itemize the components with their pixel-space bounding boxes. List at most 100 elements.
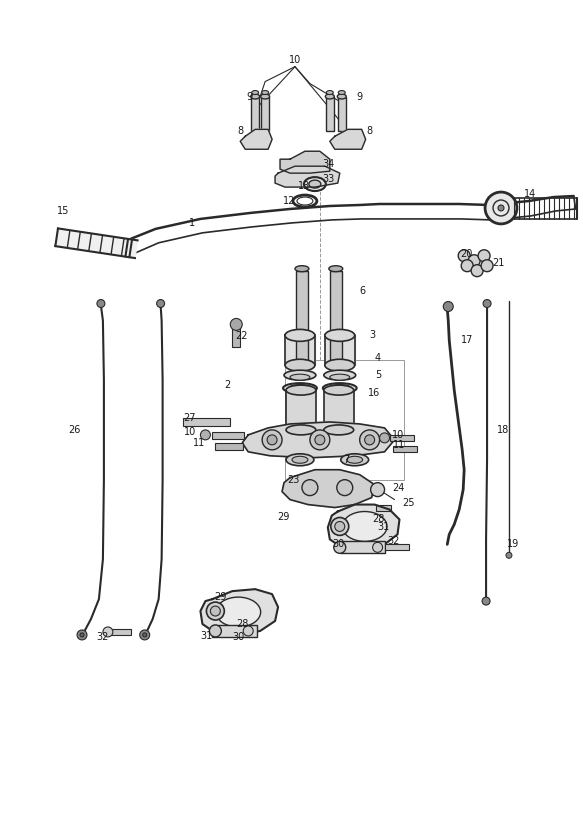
Ellipse shape <box>283 383 317 393</box>
Ellipse shape <box>338 91 345 95</box>
Bar <box>286 390 316 430</box>
Polygon shape <box>55 228 138 258</box>
Text: 10: 10 <box>184 427 196 437</box>
Circle shape <box>206 602 224 620</box>
Polygon shape <box>328 504 399 550</box>
Ellipse shape <box>472 266 482 275</box>
Circle shape <box>267 435 277 445</box>
Circle shape <box>461 260 473 272</box>
Bar <box>326 96 334 131</box>
Ellipse shape <box>292 456 308 463</box>
Ellipse shape <box>286 454 314 466</box>
Circle shape <box>498 205 504 211</box>
Bar <box>212 432 244 439</box>
Ellipse shape <box>330 374 350 380</box>
Bar <box>106 629 131 635</box>
Text: 28: 28 <box>373 514 385 525</box>
Bar <box>338 96 346 131</box>
Circle shape <box>97 300 105 307</box>
Text: 30: 30 <box>332 540 345 550</box>
Ellipse shape <box>373 542 382 552</box>
Text: 32: 32 <box>97 632 109 642</box>
Ellipse shape <box>285 330 315 341</box>
Text: 25: 25 <box>402 498 415 508</box>
Ellipse shape <box>462 261 472 270</box>
Circle shape <box>157 300 164 307</box>
Circle shape <box>471 265 483 277</box>
Circle shape <box>143 633 147 637</box>
Bar <box>389 435 415 441</box>
Circle shape <box>201 430 210 440</box>
Circle shape <box>506 552 512 559</box>
Circle shape <box>482 597 490 605</box>
Text: 34: 34 <box>322 159 335 169</box>
Text: 20: 20 <box>460 249 472 259</box>
Ellipse shape <box>326 91 333 95</box>
Polygon shape <box>201 589 278 635</box>
Circle shape <box>80 633 84 637</box>
Text: 6: 6 <box>360 286 366 296</box>
Polygon shape <box>242 422 395 458</box>
Text: 29: 29 <box>214 592 226 602</box>
Bar <box>375 504 391 511</box>
Text: 21: 21 <box>492 258 504 268</box>
Bar <box>340 541 385 554</box>
Text: 18: 18 <box>497 425 510 435</box>
Ellipse shape <box>324 425 354 435</box>
Ellipse shape <box>103 627 113 637</box>
Ellipse shape <box>334 541 346 554</box>
Polygon shape <box>325 335 354 365</box>
Ellipse shape <box>304 177 326 191</box>
Ellipse shape <box>324 370 356 380</box>
Text: 7: 7 <box>343 455 350 465</box>
Text: 4: 4 <box>375 353 381 363</box>
Circle shape <box>77 630 87 640</box>
Ellipse shape <box>329 385 351 391</box>
Ellipse shape <box>251 94 259 99</box>
Text: 17: 17 <box>461 335 473 345</box>
Ellipse shape <box>216 597 261 627</box>
Text: 24: 24 <box>392 483 405 493</box>
Ellipse shape <box>482 261 492 270</box>
Circle shape <box>380 433 389 442</box>
Text: 8: 8 <box>367 126 373 136</box>
Ellipse shape <box>261 94 269 99</box>
Ellipse shape <box>295 265 309 272</box>
Ellipse shape <box>323 383 357 393</box>
Text: 3: 3 <box>370 330 376 340</box>
Polygon shape <box>280 152 330 173</box>
Text: 9: 9 <box>246 91 252 101</box>
Ellipse shape <box>262 91 269 95</box>
Bar <box>296 270 308 360</box>
Text: 19: 19 <box>507 540 519 550</box>
Text: 28: 28 <box>236 619 248 629</box>
Text: 9: 9 <box>357 91 363 101</box>
Ellipse shape <box>284 370 316 380</box>
Circle shape <box>364 435 375 445</box>
Text: 10: 10 <box>289 54 301 65</box>
Ellipse shape <box>289 385 311 391</box>
Text: 27: 27 <box>183 413 195 423</box>
Text: 16: 16 <box>368 388 380 398</box>
Text: 10: 10 <box>392 430 404 440</box>
Polygon shape <box>285 335 315 365</box>
Ellipse shape <box>285 359 315 371</box>
Ellipse shape <box>324 385 354 395</box>
Bar <box>330 270 342 360</box>
Bar <box>392 446 417 452</box>
Circle shape <box>262 430 282 450</box>
Circle shape <box>230 318 242 330</box>
Circle shape <box>302 480 318 495</box>
Ellipse shape <box>459 251 469 260</box>
Polygon shape <box>330 129 366 149</box>
Text: 33: 33 <box>322 174 335 184</box>
Bar <box>251 96 259 131</box>
Circle shape <box>371 483 385 497</box>
Bar <box>285 360 405 480</box>
Text: 13: 13 <box>298 181 310 191</box>
Circle shape <box>140 630 150 640</box>
Circle shape <box>337 480 353 495</box>
Bar <box>212 625 257 637</box>
Text: 30: 30 <box>232 632 244 642</box>
Polygon shape <box>240 129 272 149</box>
